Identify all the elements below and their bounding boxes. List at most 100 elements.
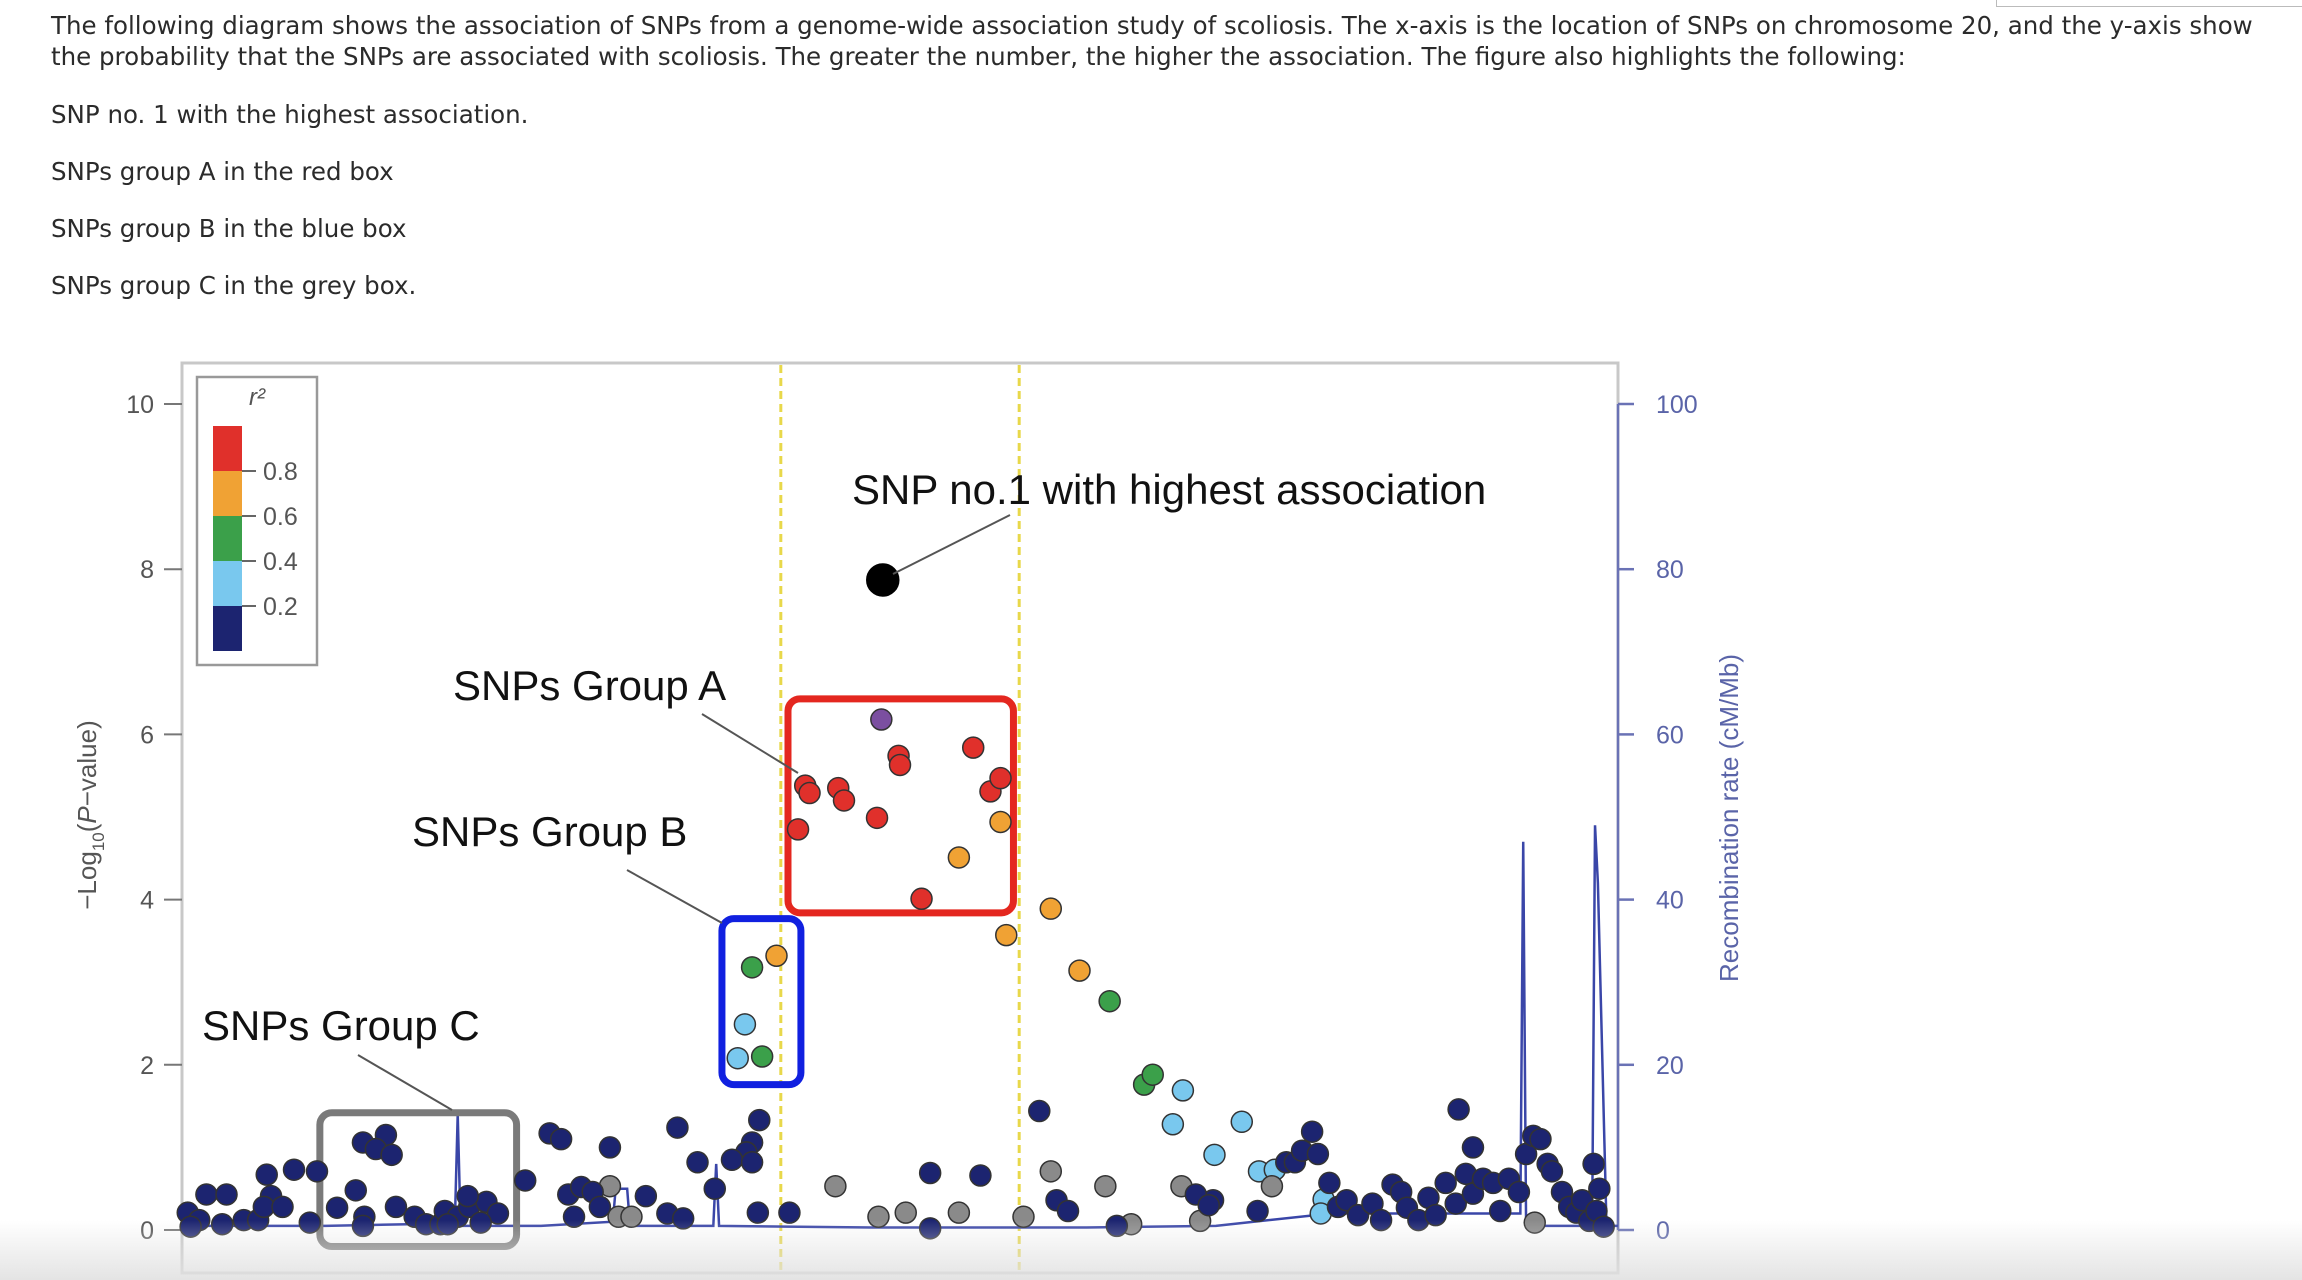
question-item-snp1: SNP no. 1 with the highest association.: [51, 100, 529, 129]
snp-point-orange: [995, 923, 1018, 947]
snp-point-red: [989, 766, 1012, 790]
snp-point-red: [786, 818, 810, 841]
snp-point-orange: [947, 846, 971, 869]
highlight-lines: [779, 365, 1021, 1272]
snp-point-grey: [824, 1174, 847, 1198]
snp-point-navy: [720, 1148, 744, 1172]
snp-point-navy: [686, 1151, 709, 1174]
snp-point-navy: [549, 1127, 573, 1151]
snp-point-navy: [1424, 1203, 1447, 1227]
snp-point-navy: [1434, 1171, 1457, 1195]
snp-point-navy: [1318, 1171, 1341, 1195]
legend-swatch: [213, 561, 242, 606]
snp-point-navy: [746, 1201, 770, 1224]
snp-point-navy: [1582, 1152, 1605, 1176]
snp-point-navy: [1369, 1208, 1393, 1232]
y-tick-label: 2: [140, 1052, 154, 1080]
annotation-leader-line: [892, 514, 1011, 575]
snp-point-navy: [1300, 1120, 1324, 1143]
y-tick-label: 6: [140, 721, 154, 749]
snp-point-navy: [1588, 1177, 1611, 1200]
snp-point-navy: [1028, 1099, 1051, 1123]
snp-point-navy: [666, 1116, 689, 1139]
y-tick-label: 10: [126, 391, 154, 419]
annotation-group-c: SNPs Group C: [202, 1002, 480, 1049]
snp-point-orange: [1068, 959, 1091, 982]
snp-point-red: [865, 806, 889, 830]
snp-point-lead: [866, 563, 900, 597]
snp-point-navy: [325, 1196, 349, 1219]
annotation-group-b: SNPs Group B: [412, 808, 687, 855]
top-right-panel-edge: [1996, 0, 2302, 7]
annotation-snp1: SNP no.1 with highest association: [852, 466, 1486, 513]
y-tick-right-label: 40: [1656, 887, 1684, 915]
snp-point-navy: [969, 1164, 992, 1187]
snp-point-grey: [947, 1201, 971, 1224]
snp-point-navy: [1507, 1180, 1531, 1204]
snp-point-lightblue: [1203, 1143, 1226, 1167]
snp-point-navy: [298, 1211, 322, 1234]
snp-point-grey: [1094, 1174, 1117, 1198]
snp-point-navy: [384, 1195, 408, 1219]
annotation-group-a: SNPs Group A: [453, 662, 726, 709]
annotation-leader-line: [357, 1054, 453, 1111]
snp-point-navy: [598, 1136, 622, 1159]
snp-point-lightblue: [726, 1046, 749, 1070]
snp-point-navy: [1246, 1199, 1269, 1223]
snp-point-navy: [1447, 1098, 1470, 1121]
legend-colorbar: 0.8 0.6 0.4 0.2: [213, 426, 298, 651]
snp-point-navy: [436, 1212, 459, 1236]
snp-point-lightblue: [1171, 1079, 1195, 1102]
question-item-group-b: SNPs group B in the blue box: [51, 214, 407, 243]
snp-point-navy: [1335, 1189, 1358, 1212]
legend-swatch: [213, 516, 242, 561]
snp-point-navy: [195, 1183, 218, 1206]
annotation-leaders: [357, 514, 1011, 1111]
legend-label: 0.6: [263, 503, 298, 531]
legend-title: r²: [249, 384, 266, 411]
snp-point-navy: [351, 1214, 375, 1238]
y-tick-label: 8: [140, 556, 154, 584]
y-tick-right-label: 0: [1656, 1217, 1670, 1245]
snp-point-green: [1098, 989, 1121, 1013]
question-intro: The following diagram shows the associat…: [51, 11, 2253, 71]
y-tick-right-label: 80: [1656, 556, 1684, 584]
snp-point-grey: [1260, 1174, 1284, 1198]
group-box-b: [718, 915, 805, 1089]
snp-point-navy: [562, 1205, 586, 1229]
group-box-a: [784, 695, 1017, 917]
snp-point-navy: [1461, 1136, 1485, 1159]
snp-point-grey: [867, 1205, 890, 1229]
snp-point-navy: [740, 1151, 764, 1174]
snp-point-navy: [1105, 1214, 1129, 1238]
snp-point-navy: [918, 1161, 942, 1185]
snp-point-lightblue: [1230, 1110, 1254, 1134]
snp-point-grey: [1523, 1211, 1546, 1234]
snp-point-grey: [620, 1205, 643, 1229]
snp-point-orange: [989, 810, 1012, 834]
snp-point-navy: [671, 1207, 695, 1230]
snp-point-navy: [252, 1195, 276, 1219]
snp-point-red: [798, 781, 821, 805]
snp-point-navy: [1529, 1127, 1552, 1151]
snp-point-navy: [1592, 1215, 1615, 1238]
snp-points: [176, 563, 1615, 1240]
snp-point-navy: [513, 1169, 537, 1192]
snp-point-green: [750, 1045, 774, 1068]
group-boxes: [316, 695, 1017, 1251]
y-axis-right-label: Recombination rate (cM/Mb): [1714, 654, 1744, 982]
annotation-leader-line: [626, 869, 723, 924]
snp-point-orange: [765, 944, 788, 968]
legend-label: 0.2: [263, 593, 298, 621]
snp-point-navy: [380, 1143, 403, 1167]
question-item-group-a: SNPs group A in the red box: [51, 157, 394, 186]
y-axis-right: 0 20 40 60 80 100: [1616, 391, 1698, 1245]
snp-point-navy: [748, 1108, 771, 1132]
snp-point-navy: [282, 1158, 306, 1181]
legend-swatch: [213, 606, 242, 651]
snp-point-green: [1141, 1063, 1164, 1086]
snp-point-navy: [255, 1163, 278, 1186]
snp-point-purple: [870, 708, 893, 731]
question-item-group-c: SNPs group C in the grey box.: [51, 271, 417, 300]
